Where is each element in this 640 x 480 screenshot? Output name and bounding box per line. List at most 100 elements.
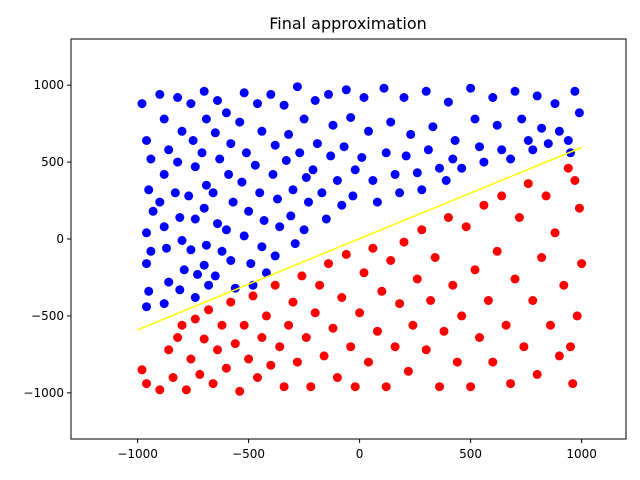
point-series-0-63 [246,259,256,269]
point-series-0-57 [239,88,249,98]
point-series-0-65 [253,99,262,109]
point-series-0-132 [479,157,489,167]
point-series-0-1 [142,136,151,145]
point-series-0-111 [386,117,396,127]
point-series-1-9 [190,314,200,324]
point-series-0-118 [412,168,422,178]
point-series-1-2 [155,385,165,395]
point-series-0-86 [295,148,305,158]
y-tick-label: 1000 [33,78,64,92]
point-series-0-107 [357,153,367,162]
point-series-1-33 [297,271,307,281]
point-series-0-85 [299,114,309,124]
point-series-0-39 [199,203,209,213]
point-series-0-61 [244,206,254,216]
point-series-0-101 [346,113,356,122]
point-series-0-18 [159,299,169,309]
point-series-0-134 [492,120,502,130]
point-series-0-139 [523,136,533,145]
point-series-0-37 [197,148,207,158]
point-series-1-37 [315,280,325,290]
y-tick-label: −500 [31,309,64,323]
point-series-0-31 [190,214,200,224]
point-series-0-76 [275,222,285,232]
point-series-0-28 [188,136,198,145]
point-series-1-3 [164,345,174,355]
point-series-1-89 [546,320,555,330]
point-series-0-126 [450,136,460,145]
point-series-0-33 [193,269,202,279]
point-series-0-110 [379,83,389,93]
point-series-0-55 [226,256,236,265]
point-series-1-44 [346,342,356,352]
point-series-0-92 [308,165,318,175]
point-series-1-32 [292,357,302,367]
point-series-1-67 [448,280,458,290]
point-series-1-78 [497,191,507,201]
point-series-1-66 [443,213,453,222]
point-series-0-108 [368,176,378,185]
point-series-0-30 [184,191,194,201]
point-series-1-82 [514,213,524,222]
point-series-1-75 [483,296,493,305]
point-series-0-113 [390,169,400,179]
point-series-0-147 [570,86,580,96]
point-series-0-137 [510,86,520,96]
point-series-1-22 [248,291,258,301]
point-series-1-93 [563,163,573,173]
point-series-1-6 [177,320,187,330]
point-series-0-10 [155,89,165,99]
point-series-0-91 [312,139,322,149]
point-series-1-46 [355,308,365,318]
point-series-0-114 [395,188,405,198]
point-series-0-119 [417,185,427,195]
point-series-1-20 [239,320,249,330]
point-series-1-17 [226,297,236,307]
point-series-0-105 [359,93,369,102]
x-tick-label: −1000 [117,447,158,461]
point-series-1-10 [195,369,205,379]
point-series-1-92 [559,280,569,290]
point-series-0-2 [146,154,156,164]
point-series-0-125 [443,97,453,107]
point-series-1-83 [519,342,529,352]
point-series-0-0 [137,99,147,109]
point-series-1-48 [364,357,373,367]
point-series-1-13 [208,379,218,389]
point-series-0-3 [144,185,154,195]
point-series-1-5 [173,333,183,342]
point-series-1-64 [435,382,444,392]
point-series-0-7 [142,259,151,269]
point-series-1-90 [550,228,560,238]
point-series-0-45 [215,154,225,164]
points-layer [137,82,587,396]
point-series-0-77 [270,251,280,261]
point-series-1-76 [488,357,498,367]
point-series-0-49 [210,271,220,281]
y-tick-label: 500 [41,155,64,169]
chart-title: Final approximation [269,14,427,33]
point-series-0-25 [179,265,189,275]
point-series-0-5 [142,228,151,238]
point-series-0-90 [310,96,320,105]
point-series-0-142 [537,123,547,133]
point-series-1-72 [470,265,480,275]
point-series-0-32 [186,245,196,255]
plot-frame [70,38,627,440]
point-series-1-35 [306,382,316,392]
point-series-1-55 [395,299,405,309]
point-series-0-128 [457,163,467,173]
point-series-0-51 [226,139,236,149]
point-series-1-74 [479,200,489,210]
point-series-0-87 [301,173,311,182]
point-series-0-47 [213,219,222,229]
point-series-1-69 [457,311,467,321]
point-series-1-19 [235,386,245,396]
point-series-1-68 [452,357,462,367]
point-series-1-31 [288,297,298,307]
point-series-0-58 [235,117,245,127]
point-series-1-87 [537,253,547,262]
point-series-1-80 [506,379,516,389]
point-series-1-77 [492,246,502,256]
point-series-1-26 [266,360,276,370]
